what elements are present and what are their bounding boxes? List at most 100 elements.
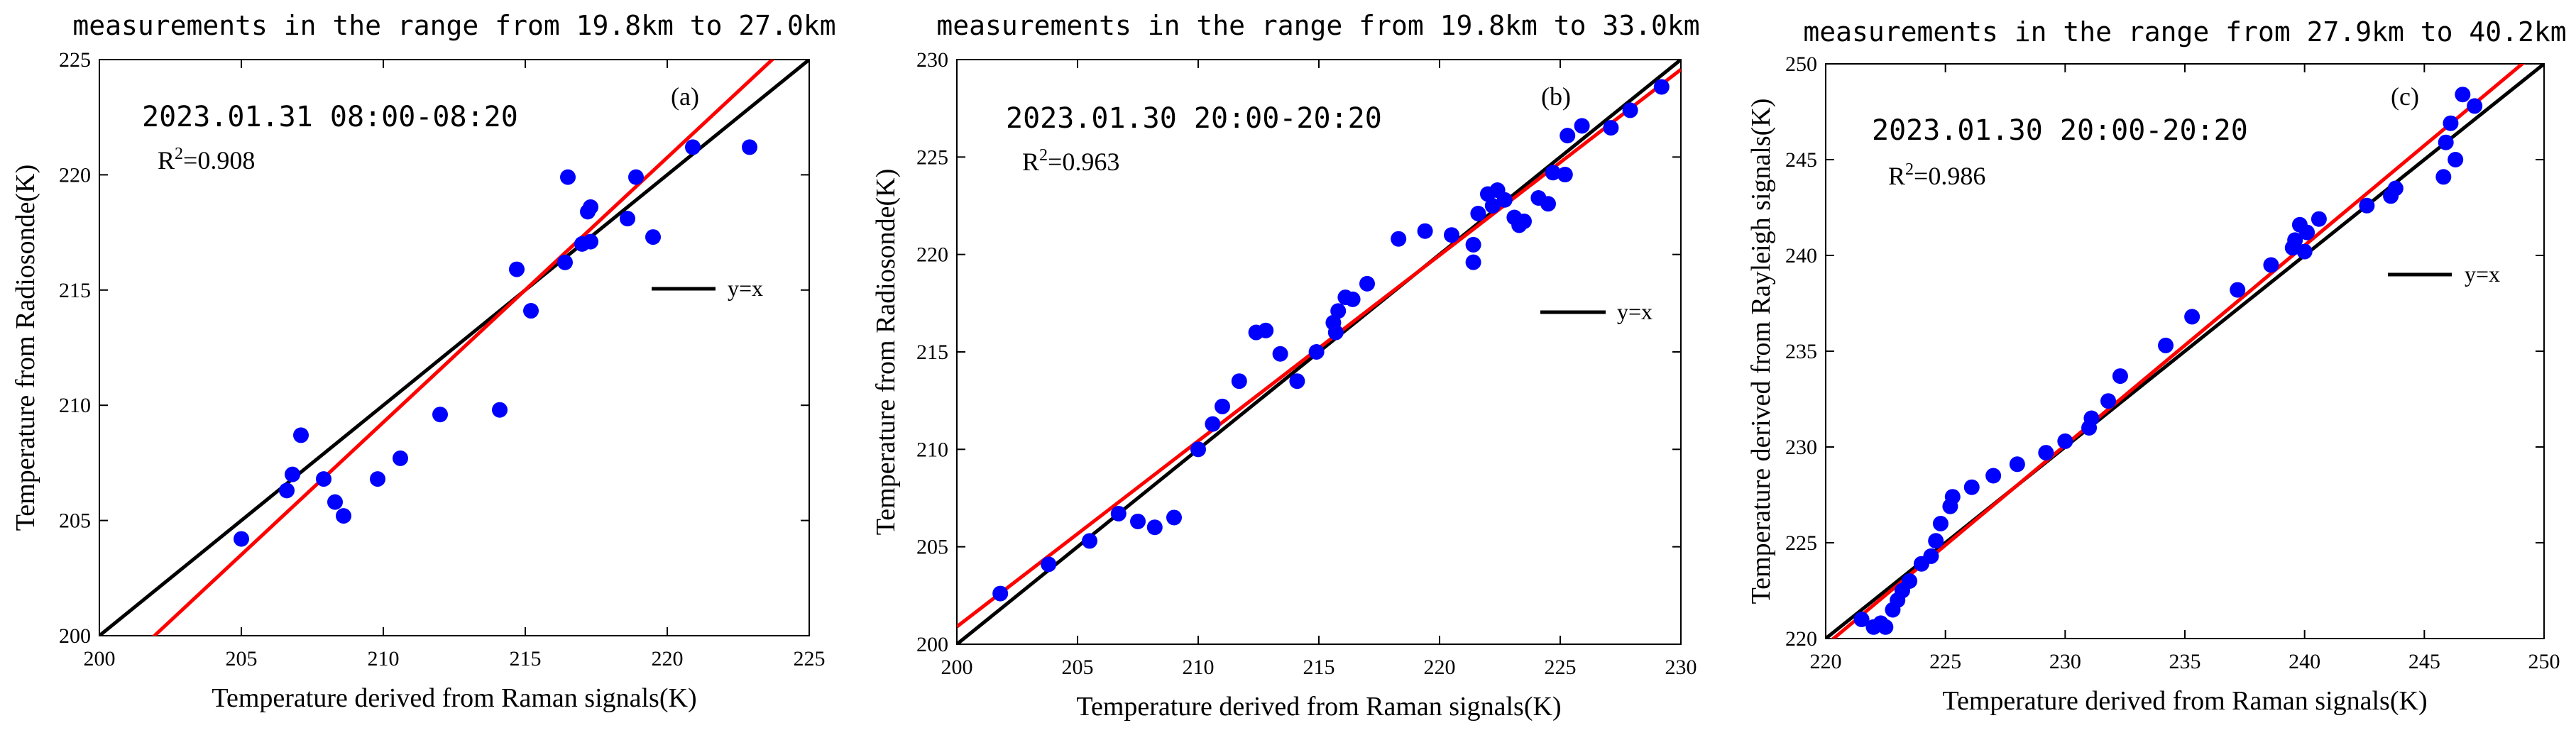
data-point: [1258, 322, 1274, 338]
data-point: [279, 482, 295, 499]
timestamp-annotation: 2023.01.30 20:00-20:20: [1872, 114, 2248, 147]
y-tick-label: 225: [916, 145, 948, 169]
data-point: [2455, 87, 2471, 103]
legend-label: y=x: [728, 275, 763, 301]
x-tick-label: 230: [2049, 650, 2081, 673]
data-point: [1932, 516, 1949, 531]
data-point: [1465, 254, 1481, 270]
y-tick-label: 250: [1785, 53, 1817, 76]
data-point: [523, 303, 539, 319]
x-axis-label: Temperature derived from Raman signals(K…: [212, 683, 696, 713]
data-point: [1560, 128, 1576, 144]
data-point: [336, 508, 351, 524]
panel-label: (b): [1541, 82, 1571, 111]
y-tick-label: 235: [1785, 340, 1817, 363]
y-tick-label: 245: [1785, 148, 1817, 172]
data-point: [1878, 619, 1894, 635]
y-axis-label: Temperature from Radiosonde(K): [11, 165, 40, 531]
data-point: [1545, 165, 1561, 181]
data-point: [992, 585, 1009, 602]
data-point: [234, 531, 249, 547]
data-point: [1205, 416, 1221, 432]
y-tick-label: 240: [1785, 244, 1817, 267]
chart-title: measurements in the range from 19.8km to…: [72, 10, 835, 41]
data-point: [285, 466, 300, 482]
data-point: [2083, 410, 2100, 426]
chart-title: measurements in the range from 19.8km to…: [936, 10, 1699, 41]
data-point: [1444, 227, 1459, 243]
data-point: [685, 139, 701, 155]
data-point: [2184, 309, 2200, 325]
data-point: [1944, 489, 1961, 505]
x-tick-label: 235: [2169, 650, 2201, 673]
r-squared-superscript: 2: [175, 145, 183, 163]
data-point: [2230, 282, 2246, 298]
data-point: [628, 169, 644, 185]
y-tick-label: 210: [916, 438, 948, 461]
data-point: [2311, 211, 2327, 227]
data-point: [370, 471, 385, 487]
data-point: [1484, 198, 1501, 214]
data-point: [557, 254, 573, 270]
y-axis-label: Temperature derived from Rayleigh signal…: [1746, 99, 1776, 604]
data-point: [2359, 197, 2375, 214]
data-point: [2443, 115, 2459, 131]
data-point: [2287, 232, 2303, 248]
x-tick-label: 210: [368, 647, 400, 670]
y-tick-label: 230: [916, 48, 948, 72]
y-tick-label: 205: [916, 536, 948, 559]
data-point: [1417, 223, 1433, 239]
data-point: [509, 261, 525, 277]
x-tick-label: 245: [2408, 650, 2440, 673]
data-point: [1540, 196, 1556, 212]
fit-line: [1831, 64, 2526, 639]
data-point: [620, 211, 635, 227]
data-point: [2387, 180, 2404, 197]
x-tick-label: 225: [794, 647, 826, 670]
y-tick-label: 200: [916, 633, 948, 656]
data-point: [1110, 505, 1127, 521]
data-point: [742, 139, 757, 155]
x-tick-label: 215: [1303, 656, 1335, 679]
data-point: [1603, 120, 1619, 136]
x-tick-label: 200: [84, 647, 116, 670]
y-tick-label: 215: [59, 279, 91, 302]
y-tick-label: 220: [1785, 627, 1817, 651]
x-tick-label: 220: [1424, 656, 1456, 679]
r-squared-value: =0.986: [1914, 162, 1985, 190]
data-point: [316, 471, 331, 487]
r-squared-symbol: R: [1888, 162, 1905, 190]
y-tick-label: 205: [59, 509, 91, 533]
x-tick-label: 220: [652, 647, 684, 670]
data-point: [1308, 344, 1325, 360]
timestamp-annotation: 2023.01.30 20:00-20:20: [1006, 102, 1382, 135]
data-point: [1327, 324, 1344, 341]
x-tick-label: 205: [1062, 656, 1094, 679]
y-axis-label: Temperature from Radiosonde(K): [871, 169, 901, 536]
timestamp-annotation: 2023.01.31 08:00-08:20: [142, 101, 518, 133]
x-tick-label: 225: [1929, 650, 1961, 673]
r-squared-superscript: 2: [1039, 146, 1048, 165]
panel-label: (a): [671, 82, 699, 111]
r-squared-symbol: R: [1022, 148, 1039, 176]
data-point: [1496, 192, 1513, 208]
data-point: [1289, 373, 1305, 390]
data-point: [583, 233, 598, 250]
data-point: [1190, 441, 1206, 458]
x-tick-label: 200: [941, 656, 973, 679]
x-axis-label: Temperature derived from Raman signals(K…: [1942, 686, 2427, 716]
data-point: [2057, 433, 2073, 449]
data-point: [2299, 224, 2315, 241]
data-point: [1391, 231, 1407, 247]
data-point: [645, 229, 661, 245]
data-point: [393, 450, 408, 466]
data-point: [1622, 102, 1638, 118]
data-point: [1272, 346, 1288, 362]
panel-a: measurements in the range from 19.8km to…: [11, 10, 836, 713]
r-squared-annotation: R2=0.963: [1022, 146, 1119, 176]
x-tick-label: 225: [1545, 656, 1577, 679]
data-point: [492, 402, 508, 418]
plot-frame: [99, 59, 810, 636]
r-squared-annotation: R2=0.908: [158, 145, 255, 175]
data-point: [1359, 275, 1375, 292]
